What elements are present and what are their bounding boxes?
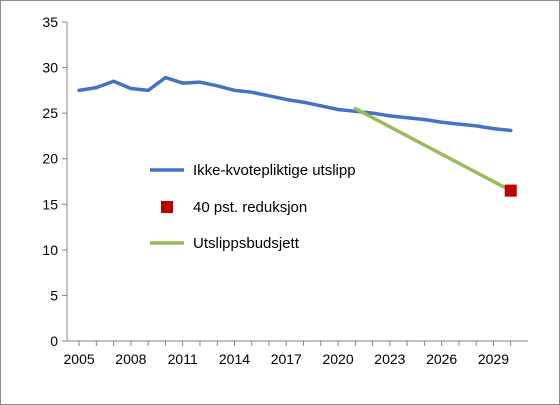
series-line-0 — [77, 75, 513, 133]
y-tick-label: 10 — [42, 242, 58, 258]
legend-label: Ikke-kvotepliktige utslipp — [193, 162, 356, 179]
y-tick-label: 25 — [42, 105, 58, 121]
x-tick-label: 2023 — [374, 351, 405, 367]
x-tick-label: 2020 — [322, 351, 353, 367]
y-tick-label: 5 — [50, 287, 58, 303]
x-tick-label: 2029 — [478, 351, 509, 367]
x-tick-label: 2026 — [426, 351, 457, 367]
y-tick-label: 0 — [50, 333, 58, 349]
x-tick-label: 2014 — [219, 351, 250, 367]
legend-marker-swatch — [161, 201, 173, 213]
series-marker-point — [504, 184, 517, 197]
y-tick-label: 20 — [42, 151, 58, 167]
x-tick-label: 2005 — [64, 351, 95, 367]
legend-label: 40 pst. reduksjon — [193, 199, 307, 216]
legend-label: Utslippsbudsjett — [193, 235, 300, 252]
x-tick-label: 2017 — [271, 351, 302, 367]
y-tick-label: 15 — [42, 196, 58, 212]
y-tick-label: 35 — [42, 14, 58, 30]
y-tick-label: 30 — [42, 60, 58, 76]
x-tick-label: 2008 — [115, 351, 146, 367]
series-line-2 — [353, 106, 513, 193]
x-tick-label: 2011 — [168, 351, 198, 367]
